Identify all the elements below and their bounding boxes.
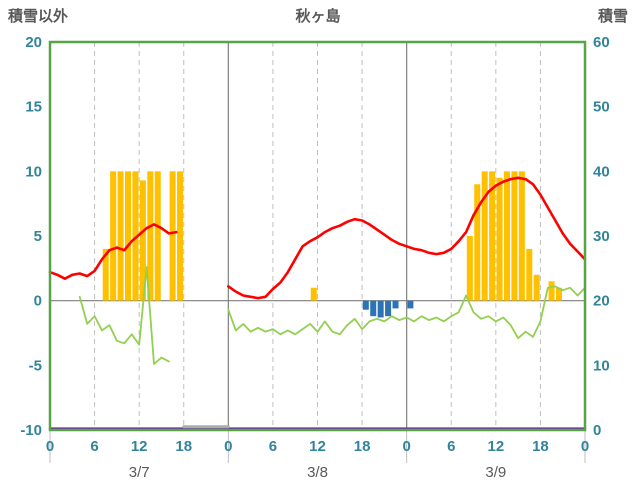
negative-blue-bars [362,300,369,310]
left-axis-title: 積雪以外 [8,8,69,25]
x-axis-tick-label: 0 [402,438,410,455]
precipitation-bars [154,171,161,301]
date-label: 3/8 [307,464,328,481]
right-axis-tick-label: 30 [593,228,610,245]
date-label: 3/7 [129,464,150,481]
left-axis-tick-label: 15 [25,99,42,116]
plot-border [48,40,587,432]
left-axis-tick-label: 5 [34,228,42,245]
right-axis-tick-label: 0 [593,422,601,439]
x-axis-tick-label: 0 [581,438,589,455]
precipitation-bars [526,248,533,301]
precipitation-bars [496,177,503,301]
temperature-line [48,223,178,281]
temperature-line [227,176,587,300]
precipitation-bars [533,274,540,301]
left-axis-tick-label: -5 [29,357,42,374]
green-line [227,285,586,340]
x-axis-tick-label: 18 [175,438,192,455]
right-axis-tick-label: 10 [593,357,610,374]
negative-blue-bars [385,300,392,317]
right-axis-tick-label: 40 [593,163,610,180]
left-axis-tick-label: 0 [34,293,42,310]
left-axis-tick-label: 20 [25,34,42,51]
left-axis-tick-label: 10 [25,163,42,180]
precipitation-bars [110,171,117,301]
precipitation-bars [125,171,132,301]
negative-blue-bars [377,300,384,318]
right-axis-tick-label: 50 [593,99,610,116]
right-axis-tick-label: 20 [593,293,610,310]
x-axis-tick-label: 6 [269,438,277,455]
x-axis-tick-label: 12 [309,438,326,455]
green-line [78,266,170,365]
precipitation-bars [474,184,481,301]
date-label: 3/9 [485,464,506,481]
precipitation-bars [117,171,124,301]
precipitation-bars [489,171,496,301]
precipitation-bars [102,248,109,301]
chart-title: 秋ヶ島 [295,8,341,25]
right-axis-tick-label: 60 [593,34,610,51]
precipitation-bars [511,171,518,301]
precipitation-bars [310,287,317,301]
precipitation-bars [139,180,146,301]
negative-blue-bars [392,300,399,309]
x-axis-tick-label: 6 [90,438,98,455]
right-axis-title: 積雪 [597,8,628,25]
precipitation-bars [177,171,184,301]
precipitation-bars [466,236,473,301]
x-axis-tick-label: 0 [224,438,232,455]
precipitation-bars [503,171,510,301]
x-axis-tick-label: 12 [131,438,148,455]
precipitation-bars [555,287,563,301]
precipitation-bars [147,171,154,301]
x-axis-tick-label: 18 [354,438,371,455]
x-axis-tick-label: 0 [46,438,54,455]
negative-blue-bars [370,300,377,317]
precipitation-bars [548,281,555,301]
x-axis-tick-label: 18 [532,438,549,455]
x-axis-tick-label: 12 [487,438,504,455]
precipitation-bars [132,171,139,301]
precipitation-bars [169,171,176,301]
precipitation-bars [518,171,525,301]
x-axis-tick-label: 6 [447,438,455,455]
left-axis-tick-label: -10 [20,422,42,439]
negative-blue-bars [407,300,414,309]
precipitation-bars [481,171,488,301]
